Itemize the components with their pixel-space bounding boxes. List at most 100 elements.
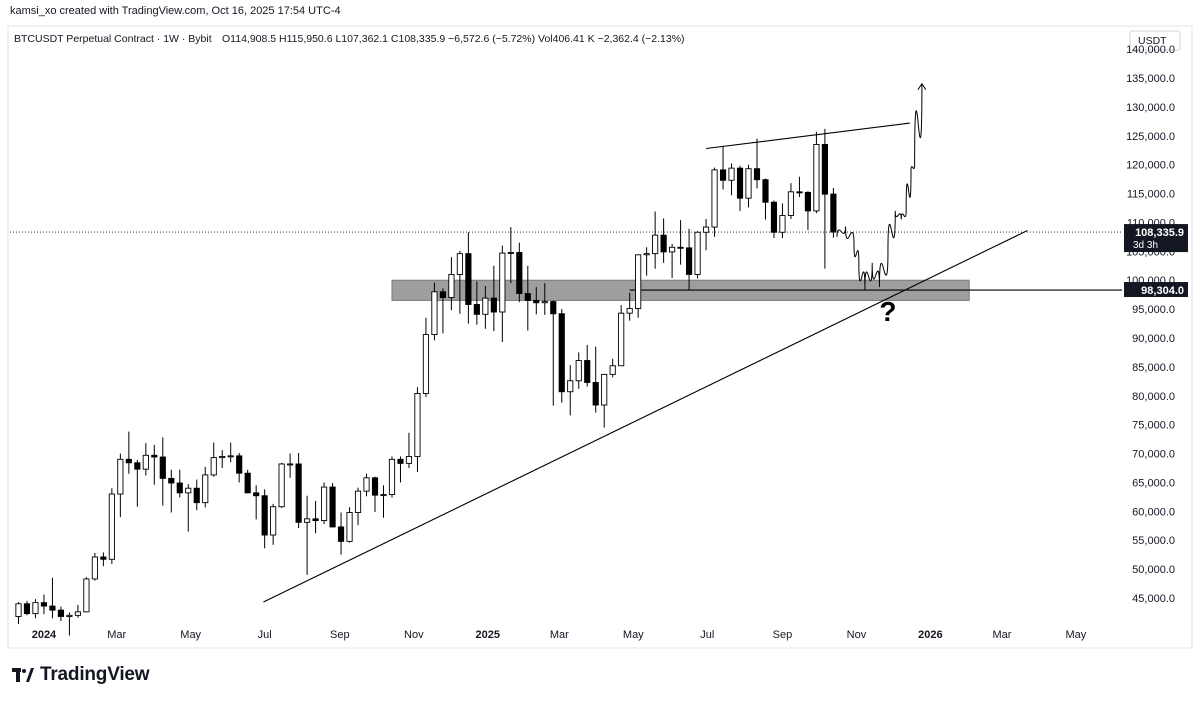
currency-label: USDT [1138, 35, 1167, 47]
y-tick-label: 85,000.0 [1132, 362, 1175, 374]
candle-body [702, 226, 710, 233]
x-tick-label: Sep [773, 629, 793, 641]
candle [193, 479, 200, 511]
candle [541, 283, 548, 315]
candle [227, 442, 234, 463]
candle [125, 431, 132, 474]
candle-body [482, 297, 489, 315]
candle-body [346, 512, 353, 542]
candle-body [609, 365, 616, 375]
candle-body [456, 253, 463, 275]
candle-body [626, 308, 633, 314]
current-price-label: 108,335.9 [1135, 227, 1184, 239]
candle-body [227, 455, 234, 458]
candle-body [601, 373, 608, 406]
candle-body [567, 380, 574, 393]
candle [448, 257, 455, 311]
candle-body [473, 304, 480, 315]
candle-body [66, 614, 73, 617]
candle-body [813, 143, 820, 212]
x-tick-label: May [623, 629, 644, 641]
trendline[interactable] [263, 230, 1028, 603]
candle [702, 218, 710, 251]
candle [66, 612, 73, 636]
candle-body [643, 253, 650, 256]
candle-body [821, 143, 828, 195]
candle-body [779, 215, 786, 233]
candle [830, 188, 837, 238]
candle [32, 599, 39, 619]
candle-body [533, 299, 540, 304]
y-tick-label: 115,000.0 [1127, 189, 1175, 201]
candle [380, 485, 387, 518]
currency-label-box[interactable] [1129, 30, 1181, 51]
candle [270, 503, 277, 545]
x-tick-label: Jul [700, 629, 714, 641]
candle-body [796, 191, 803, 194]
candle-body [354, 490, 362, 513]
top-trendline[interactable] [705, 122, 910, 150]
candle [346, 507, 353, 543]
candle-body [584, 360, 591, 383]
candle [312, 500, 319, 534]
attribution-text: kamsi_xo created with TradingView.com, O… [10, 5, 341, 17]
candle [142, 443, 149, 476]
candle-body [108, 493, 115, 560]
candle-body [74, 611, 81, 616]
candle [770, 200, 778, 239]
candle [482, 286, 489, 329]
candle [804, 191, 812, 230]
y-tick-label: 55,000.0 [1132, 535, 1175, 547]
candle-body [745, 168, 752, 199]
candle [575, 352, 582, 389]
candle [244, 469, 251, 494]
candle [100, 552, 107, 567]
candle-body [652, 234, 659, 255]
candle [524, 265, 531, 331]
candle [550, 300, 557, 406]
candle [592, 346, 599, 413]
y-tick-label: 70,000.0 [1132, 449, 1175, 461]
countdown-label: 3d 3h [1133, 240, 1158, 251]
candle-body [439, 291, 446, 299]
candle-body [168, 477, 175, 484]
candle [320, 482, 328, 525]
candle-body [380, 494, 387, 497]
candle-body [414, 393, 421, 457]
candle [108, 488, 115, 564]
candle-body [236, 455, 243, 474]
x-tick-label: 2026 [918, 629, 942, 641]
candle-body [32, 602, 39, 615]
y-tick-label: 140,000.0 [1126, 44, 1175, 56]
candle [253, 485, 260, 520]
candle [74, 604, 81, 618]
candle-body [618, 312, 625, 367]
candle [796, 176, 803, 198]
candle-body [91, 556, 98, 580]
candle-body [405, 455, 413, 464]
candle-body [397, 458, 404, 464]
candle-body [117, 458, 124, 495]
candle-body [592, 382, 599, 406]
candle [134, 459, 141, 507]
candle [626, 292, 633, 321]
tradingview-brand[interactable]: TradingView [12, 664, 150, 686]
candle-body [100, 556, 107, 560]
candle [753, 138, 761, 189]
y-tick-label: 45,000.0 [1132, 593, 1175, 605]
candle-body [669, 246, 676, 253]
candle-body [287, 463, 294, 466]
level-price-label: 98,304.0 [1141, 285, 1184, 297]
candle [821, 128, 828, 269]
tradingview-wordmark: TradingView [40, 664, 150, 685]
candle-body [465, 253, 472, 305]
candle [354, 487, 362, 526]
projection-path[interactable] [836, 83, 923, 291]
tradingview-logo-icon [12, 668, 34, 682]
candle [694, 231, 701, 279]
candle-body [490, 297, 497, 313]
question-mark: ? [879, 296, 896, 327]
level-price-badge [1124, 282, 1188, 298]
chart-symbol-info: BTCUSDT Perpetual Contract · 1W · Bybit [14, 33, 212, 45]
